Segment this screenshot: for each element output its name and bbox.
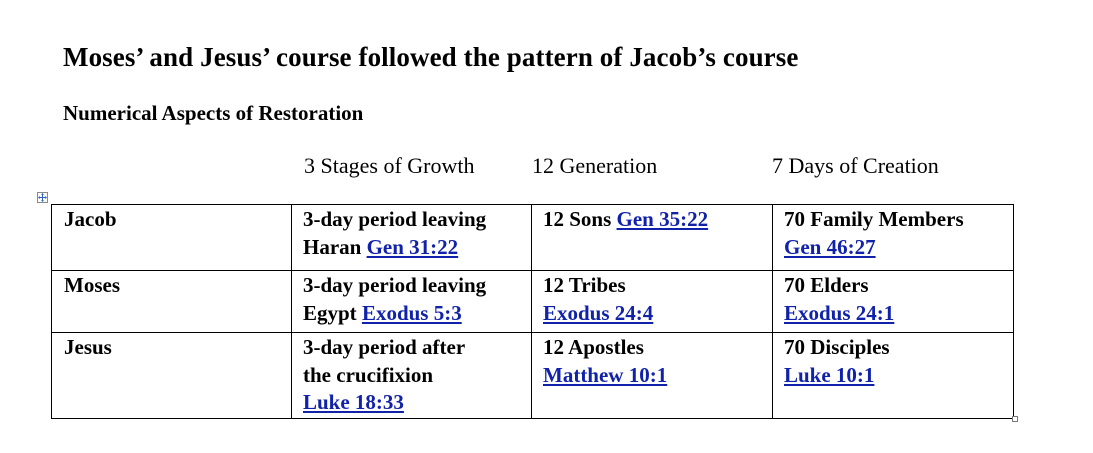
stage-cell: 3-day period leaving Egypt Exodus 5:3 xyxy=(291,270,532,333)
scripture-link[interactable]: Exodus 5:3 xyxy=(361,300,462,325)
stage-text: Egypt xyxy=(303,300,362,325)
stage-text: 3-day period after xyxy=(303,335,466,359)
days-cell: 70 Disciples Luke 10:1 xyxy=(772,332,1014,419)
stage-text: 3-day period leaving xyxy=(303,207,487,231)
row-name: Jesus xyxy=(64,335,112,359)
scripture-link[interactable]: Luke 10:1 xyxy=(784,362,875,387)
table-move-handle-icon[interactable] xyxy=(37,192,48,203)
scripture-link[interactable]: Gen 35:22 xyxy=(616,207,709,231)
page-title: Moses’ and Jesus’ course followed the pa… xyxy=(63,42,799,72)
stage-text: the crucifixion xyxy=(303,362,434,387)
row-name: Moses xyxy=(64,273,120,297)
generation-text: 12 Sons xyxy=(543,207,617,231)
scripture-link[interactable]: Gen 46:27 xyxy=(784,234,876,259)
days-text: 70 Elders xyxy=(784,273,869,297)
column-header-days: 7 Days of Creation xyxy=(772,153,939,178)
column-header-generation: 12 Generation xyxy=(532,153,658,178)
scripture-link[interactable]: Gen 31:22 xyxy=(366,234,459,259)
generation-text: 12 Apostles xyxy=(543,335,644,359)
stage-text: Haran xyxy=(303,234,367,259)
table-row-moses: Moses 3-day period leaving Egypt Exodus … xyxy=(51,270,1014,333)
stage-cell: 3-day period leaving Haran Gen 31:22 xyxy=(291,204,532,271)
table-resize-handle[interactable] xyxy=(1012,416,1018,422)
row-name-cell: Jacob xyxy=(51,204,292,271)
stage-cell: 3-day period after the crucifixion Luke … xyxy=(291,332,532,419)
scripture-link[interactable]: Luke 18:33 xyxy=(303,390,404,414)
column-header-stages: 3 Stages of Growth xyxy=(304,153,475,178)
days-cell: 70 Family Members Gen 46:27 xyxy=(772,204,1014,271)
generation-cell: 12 Apostles Matthew 10:1 xyxy=(531,332,773,419)
generation-cell: 12 Tribes Exodus 24:4 xyxy=(531,270,773,333)
row-name-cell: Moses xyxy=(51,270,292,333)
table-row-jesus: Jesus 3-day period after the crucifixion… xyxy=(51,332,1014,419)
scripture-link[interactable]: Exodus 24:4 xyxy=(543,300,654,325)
section-subtitle: Numerical Aspects of Restoration xyxy=(63,101,364,125)
row-name: Jacob xyxy=(64,207,117,231)
row-name-cell: Jesus xyxy=(51,332,292,419)
restoration-table: Jacob 3-day period leaving Haran Gen 31:… xyxy=(51,204,1014,419)
days-text: 70 Disciples xyxy=(784,335,890,359)
days-cell: 70 Elders Exodus 24:1 xyxy=(772,270,1014,333)
scripture-link[interactable]: Exodus 24:1 xyxy=(784,300,895,325)
scripture-link[interactable]: Matthew 10:1 xyxy=(543,362,668,387)
table-row-jacob: Jacob 3-day period leaving Haran Gen 31:… xyxy=(51,204,1014,271)
stage-text: 3-day period leaving xyxy=(303,273,487,297)
days-text: 70 Family Members xyxy=(784,207,964,231)
generation-cell: 12 Sons Gen 35:22 xyxy=(531,204,773,271)
generation-text: 12 Tribes xyxy=(543,273,626,297)
